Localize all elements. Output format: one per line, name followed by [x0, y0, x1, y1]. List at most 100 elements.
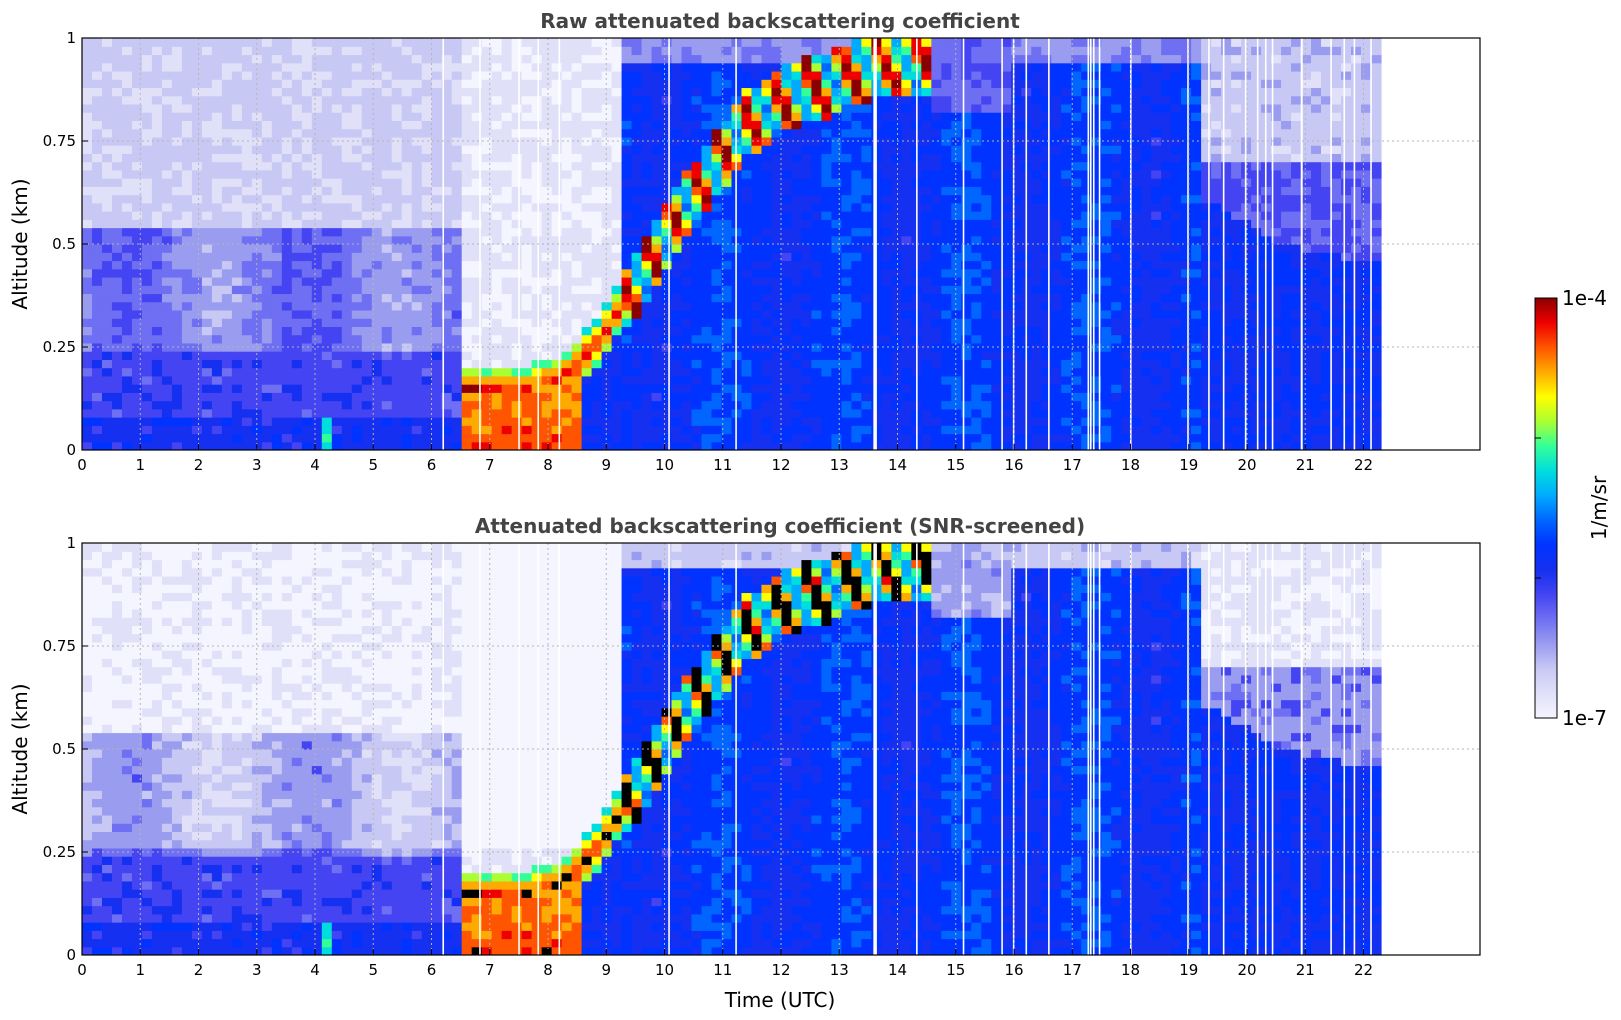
heatmap-cell	[511, 103, 523, 113]
heatmap-cell	[311, 62, 323, 72]
heatmap-cell	[531, 87, 543, 97]
heatmap-cell	[1001, 433, 1012, 443]
heatmap-cell	[901, 268, 912, 278]
heatmap-cell	[791, 62, 803, 72]
heatmap-cell	[201, 384, 213, 393]
heatmap-cell	[471, 342, 483, 352]
heatmap-cell	[951, 128, 962, 138]
heatmap-cell	[461, 95, 473, 105]
heatmap-cell	[991, 186, 1002, 196]
heatmap-cell	[661, 87, 673, 97]
heatmap-cell	[891, 342, 902, 352]
heatmap-cell	[601, 112, 613, 121]
heatmap-cell	[331, 417, 343, 426]
heatmap-cell	[651, 95, 663, 105]
heatmap-cell	[231, 425, 243, 435]
heatmap-cell	[651, 342, 663, 352]
heatmap-cell	[551, 145, 563, 154]
heatmap-cell	[641, 276, 653, 286]
heatmap-cell	[851, 145, 862, 154]
heatmap-cell	[891, 227, 902, 237]
heatmap-cell	[501, 367, 513, 377]
heatmap-cell	[791, 128, 803, 138]
heatmap-cell	[981, 334, 992, 344]
heatmap-cell	[591, 161, 603, 171]
heatmap-cell	[411, 326, 423, 336]
heatmap-cell	[351, 244, 363, 253]
heatmap-cell	[571, 244, 583, 253]
heatmap-cell	[751, 425, 763, 435]
heatmap-cell	[431, 400, 443, 410]
heatmap-cell	[841, 392, 852, 402]
heatmap-cell	[331, 392, 343, 402]
heatmap-cell	[451, 79, 463, 89]
heatmap-cell	[421, 46, 433, 56]
heatmap-cell	[571, 351, 583, 360]
heatmap-cell	[1051, 145, 1062, 154]
heatmap-cell	[671, 285, 683, 295]
heatmap-cell	[241, 301, 253, 311]
heatmap-cell	[821, 46, 833, 56]
heatmap-cell	[481, 87, 493, 97]
heatmap-cell	[801, 211, 813, 220]
heatmap-cell	[1031, 178, 1042, 187]
heatmap-cell	[711, 425, 723, 435]
heatmap-cell	[131, 293, 143, 303]
heatmap-cell	[701, 318, 713, 327]
heatmap-cell	[301, 178, 313, 187]
heatmap-cell	[971, 276, 982, 286]
heatmap-cell	[221, 392, 233, 402]
heatmap-cell	[461, 227, 473, 237]
heatmap-cell	[331, 268, 343, 278]
heatmap-cell	[901, 38, 912, 47]
heatmap-cell	[971, 54, 982, 64]
heatmap-cell	[901, 136, 912, 146]
heatmap-cell	[301, 161, 313, 171]
heatmap-cell	[931, 95, 942, 105]
heatmap-cell	[831, 202, 842, 212]
heatmap-cell	[691, 120, 703, 130]
heatmap-cell	[801, 38, 813, 47]
heatmap-cell	[421, 178, 433, 187]
heatmap-cell	[1011, 309, 1022, 319]
heatmap-cell	[111, 433, 123, 443]
heatmap-cell	[791, 318, 803, 327]
heatmap-cell	[361, 46, 373, 56]
heatmap-cell	[121, 62, 133, 72]
heatmap-cell	[821, 194, 833, 204]
heatmap-cell	[891, 318, 902, 327]
heatmap-cell	[661, 169, 673, 179]
heatmap-cell	[471, 219, 483, 229]
heatmap-cell	[471, 211, 483, 220]
heatmap-cell	[201, 79, 213, 89]
heatmap-cell	[771, 186, 783, 196]
heatmap-cell	[501, 136, 513, 146]
heatmap-cell	[91, 54, 103, 64]
heatmap-cell	[981, 87, 992, 97]
heatmap-cell	[82, 87, 93, 97]
heatmap-cell	[381, 95, 393, 105]
heatmap-cell	[1061, 276, 1072, 286]
heatmap-cell	[1041, 95, 1052, 105]
heatmap-cell	[581, 153, 593, 163]
heatmap-cell	[321, 425, 333, 435]
heatmap-cell	[1041, 367, 1052, 377]
heatmap-cell	[951, 87, 962, 97]
heatmap-cell	[1051, 359, 1062, 369]
heatmap-cell	[1031, 202, 1042, 212]
heatmap-cell	[651, 384, 663, 393]
heatmap-cell	[131, 309, 143, 319]
heatmap-cell	[171, 441, 183, 450]
heatmap-cell	[291, 367, 303, 377]
heatmap-cell	[211, 219, 223, 229]
heatmap-cell	[551, 169, 563, 179]
heatmap-cell	[111, 309, 123, 319]
heatmap-cell	[721, 169, 733, 179]
heatmap-cell	[651, 359, 663, 369]
heatmap-cell	[891, 351, 902, 360]
heatmap-cell	[181, 408, 193, 418]
heatmap-cell	[321, 79, 333, 89]
heatmap-cell	[291, 95, 303, 105]
heatmap-cell	[831, 301, 842, 311]
heatmap-cell	[391, 301, 403, 311]
